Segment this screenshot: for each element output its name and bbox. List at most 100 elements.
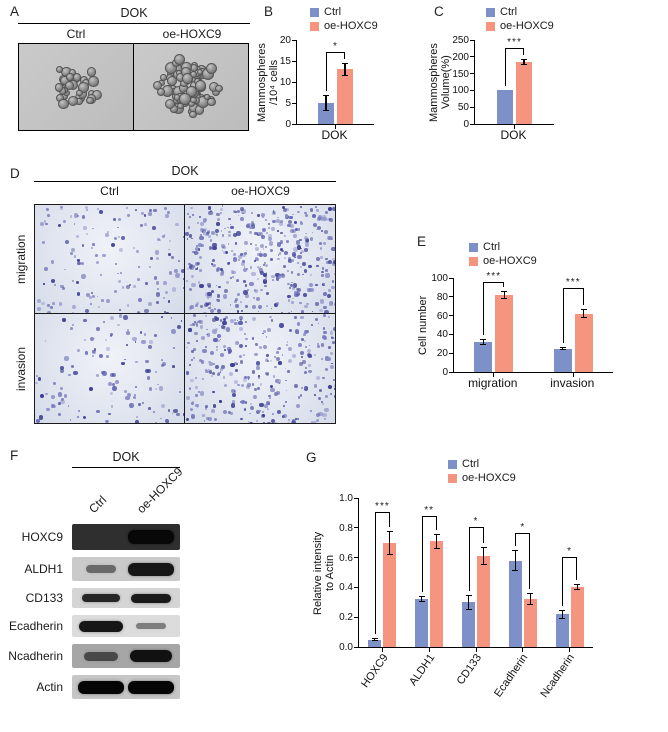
stained-cell-dot [148,302,152,306]
stained-cell-dot [331,286,335,290]
stained-cell-dot [288,328,292,332]
significance-bracket: ** [421,505,437,593]
stained-cell-dot [139,224,143,228]
y-tick-label: 80 [436,291,448,303]
stained-cell-dot [320,229,323,232]
stained-cell-dot [202,349,207,354]
legend-item-ctrl: Ctrl [469,241,537,253]
blot-band [79,620,123,632]
stained-cell-dot [208,368,210,371]
stained-cell-dot [67,405,70,407]
stained-cell-dot [266,328,271,332]
stained-cell-dot [322,214,327,219]
stained-cell-dot [188,234,193,238]
stained-cell-dot [279,231,283,235]
legend-item-ctrl: Ctrl [486,6,554,18]
stained-cell-dot [209,362,213,366]
significance-stars: *** [375,500,390,512]
stained-cell-dot [272,279,274,281]
stained-cell-dot [76,281,80,285]
stained-cell-dot [259,410,261,412]
chart-body: 0.0 0.2 0.4 0.6 0.8 1.0 *** ** * * * HOXC9 ALDH1 CD… [336,493,593,708]
stained-cell-dot [134,394,137,396]
stained-cell-dot [221,245,226,250]
stained-cell-dot [85,308,90,313]
stained-cell-dot [259,265,262,268]
stained-cell-dot [287,359,292,364]
stained-cell-dot [214,229,219,234]
ctrl-swatch [486,7,495,17]
stained-cell-dot [137,310,141,313]
stained-cell-dot [267,237,272,242]
y-tick-label: 40 [436,329,448,341]
stained-cell-dot [293,256,296,259]
stained-cell-dot [141,401,145,405]
stained-cell-dot [81,261,85,265]
stained-cell-dot [324,417,327,421]
stained-cell-dot [81,244,85,248]
stained-cell-dot [200,336,205,340]
stained-cell-dot [277,348,279,350]
stained-cell-dot [240,318,243,321]
x-category-label: migration [468,376,518,390]
western-row-hoxc9: HOXC9 [8,524,180,550]
stained-cell-dot [220,364,225,369]
stained-cell-dot [279,323,284,328]
stained-cell-dot [187,341,191,345]
stained-cell-dot [104,419,109,423]
y-tick-label: 100 [452,85,469,97]
stained-cell-dot [41,301,46,306]
stained-cell-dot [269,315,272,318]
stained-cell-dot [240,301,243,303]
stained-cell-dot [245,224,251,229]
stained-cell-dot [318,396,322,400]
stained-cell-dot [249,265,253,269]
stained-cell-dot [321,401,323,404]
stained-cell-dot [223,348,226,351]
stained-cell-dot [290,420,294,423]
y-tick-label: 0 [463,119,469,130]
stained-cell-dot [199,255,203,259]
stained-cell-dot [322,217,327,222]
stained-cell-dot [265,292,270,296]
stained-cell-dot [293,254,296,257]
stained-cell-dot [246,376,250,380]
stained-cell-dot [127,329,129,331]
stained-cell-dot [322,314,326,318]
stained-cell-dot [83,338,86,341]
stained-cell-dot [132,336,137,342]
stained-cell-dot [232,257,237,262]
stained-cell-dot [220,207,224,212]
stained-cell-dot [323,282,326,285]
stained-cell-dot [43,283,45,285]
stained-cell-dot [46,207,50,211]
chart-mammosphere-volume: Mammospheres Volume(%) 0 50 100 150 200 250 *… [428,35,554,143]
stained-cell-dot [255,288,258,291]
stained-cell-dot [197,251,200,254]
stained-cell-dot [89,302,93,305]
stained-cell-dot [328,346,331,350]
stained-cell-dot [238,354,243,359]
stained-cell-dot [247,222,251,227]
stained-cell-dot [89,296,93,300]
stained-cell-dot [209,246,213,250]
stained-cell-dot [328,301,334,306]
stained-cell-dot [106,298,110,303]
stained-cell-dot [135,361,138,364]
stained-cell-dot [300,422,304,423]
stained-cell-dot [62,219,67,224]
stained-cell-dot [214,316,219,321]
stained-cell-dot [90,246,94,250]
stained-cell-dot [183,277,184,281]
stained-cell-dot [257,422,262,423]
stained-cell-dot [162,296,166,300]
stained-cell-dot [194,246,200,252]
stained-cell-dot [171,287,177,292]
stained-cell-dot [284,400,288,403]
error-bar [527,593,534,606]
stained-cell-dot [186,268,189,270]
sphere-cell [164,61,177,74]
lane-label-oe: oe-HOXC9 [134,464,186,516]
stained-cell-dot [58,402,61,406]
stained-cell-dot [312,421,316,423]
